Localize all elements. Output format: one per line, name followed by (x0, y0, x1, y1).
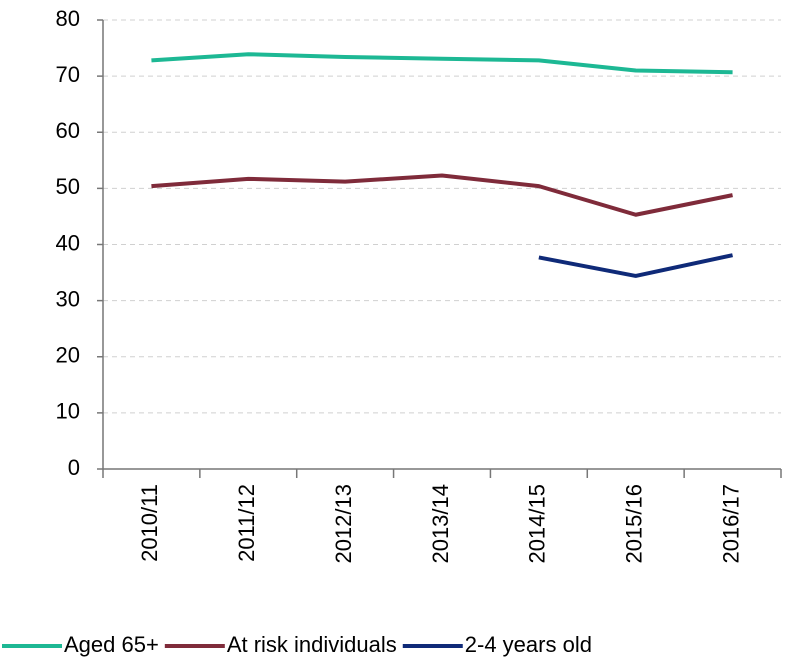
x-tick-label: 2011/12 (234, 484, 259, 562)
series-line (538, 253, 733, 278)
x-tick-label: 2013/14 (428, 484, 453, 564)
x-tick-label: 2014/15 (525, 484, 550, 564)
x-tick-label: 2016/17 (718, 484, 743, 564)
legend-label: 2-4 years old (465, 632, 592, 657)
y-tick-label: 0 (68, 455, 80, 480)
legend-label: At risk individuals (227, 632, 397, 657)
y-tick-label: 30 (56, 286, 80, 311)
legend-label: Aged 65+ (64, 632, 159, 657)
y-tick-label: 40 (56, 230, 80, 255)
series-line (151, 52, 733, 75)
y-tick-label: 10 (56, 399, 80, 424)
x-tick-label: 2010/11 (137, 484, 162, 562)
y-tick-label: 50 (56, 174, 80, 199)
x-tick-label: 2012/13 (331, 484, 356, 564)
y-tick-label: 20 (56, 343, 80, 368)
x-tick-label: 2015/16 (622, 484, 647, 564)
y-tick-label: 80 (56, 6, 80, 31)
series-line (151, 173, 733, 217)
y-tick-label: 70 (56, 62, 80, 87)
y-tick-label: 60 (56, 118, 80, 143)
